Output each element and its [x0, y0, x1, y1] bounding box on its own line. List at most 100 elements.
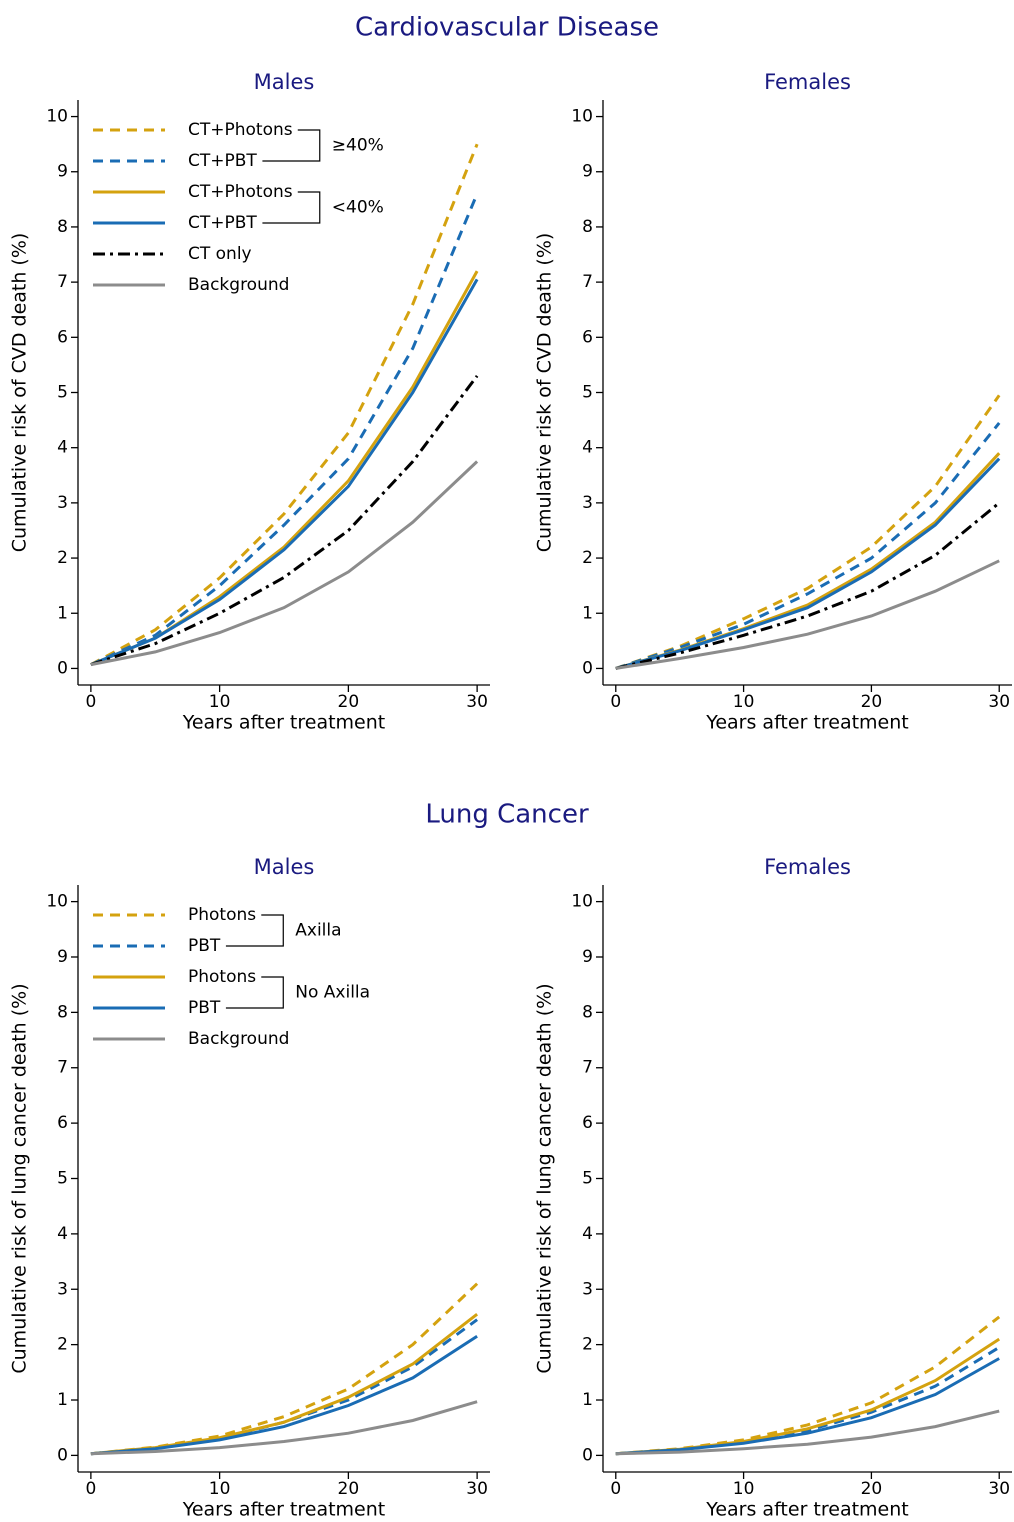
- x-tick-label: 0: [85, 1479, 96, 1499]
- series-line: [615, 1357, 1000, 1456]
- y-tick-label: 9: [582, 162, 593, 182]
- y-tick-label: 1: [582, 603, 593, 623]
- x-tick-label: 10: [733, 1479, 755, 1499]
- y-tick-label: 4: [57, 1224, 68, 1244]
- legend-label: PBT: [188, 936, 221, 956]
- x-axis-label: Years after treatment: [705, 712, 908, 734]
- x-tick-label: 10: [209, 692, 231, 712]
- y-tick-label: 7: [57, 272, 68, 292]
- y-tick-label: 8: [57, 1002, 68, 1022]
- section-title: Lung Cancer: [425, 800, 589, 830]
- y-tick-label: 10: [46, 892, 68, 912]
- series-line: [615, 457, 1001, 670]
- legend-bracket: [225, 914, 284, 947]
- x-tick-label: 20: [861, 692, 883, 712]
- y-tick-label: 10: [571, 107, 593, 127]
- series-line: [615, 501, 1001, 670]
- y-tick-label: 5: [582, 1169, 593, 1189]
- y-tick-label: 7: [57, 1058, 68, 1078]
- y-tick-label: 5: [582, 383, 593, 403]
- y-tick-label: 0: [582, 1445, 593, 1465]
- x-tick-label: 10: [209, 1479, 231, 1499]
- series-line: [615, 1337, 1001, 1456]
- series-line: [90, 1282, 479, 1456]
- y-tick-label: 3: [582, 493, 593, 513]
- y-tick-label: 3: [57, 1279, 68, 1299]
- y-tick-label: 0: [57, 1445, 68, 1465]
- y-axis-label: Cumulative risk of CVD death (%): [534, 233, 556, 553]
- y-tick-label: 8: [582, 217, 593, 237]
- y-tick-label: 5: [57, 1169, 68, 1189]
- y-tick-label: 2: [57, 548, 68, 568]
- subplot-title: Females: [764, 855, 851, 879]
- y-tick-label: 9: [57, 947, 68, 967]
- subplot-title: Females: [764, 70, 851, 94]
- y-tick-label: 9: [582, 947, 593, 967]
- series-line: [615, 559, 1000, 670]
- y-tick-label: 0: [57, 658, 68, 678]
- y-tick-label: 0: [582, 658, 593, 678]
- x-tick-label: 30: [466, 1479, 488, 1499]
- x-tick-label: 0: [610, 1479, 621, 1499]
- series-line: [90, 1318, 478, 1456]
- subplot-title: Males: [254, 855, 315, 879]
- legend-label: CT+PBT: [188, 213, 257, 233]
- x-tick-label: 10: [733, 692, 755, 712]
- legend-label: CT+Photons: [188, 182, 293, 202]
- legend-group-label: <40%: [332, 198, 384, 218]
- legend-group-label: ≥40%: [332, 136, 384, 156]
- y-tick-label: 3: [57, 493, 68, 513]
- y-tick-label: 8: [57, 217, 68, 237]
- y-tick-label: 7: [582, 1058, 593, 1078]
- y-axis-label: Cumulative risk of lung cancer death (%): [534, 983, 556, 1373]
- series-line: [90, 278, 479, 666]
- x-axis-label: Years after treatment: [182, 1499, 385, 1521]
- x-tick-label: 30: [466, 692, 488, 712]
- y-tick-label: 4: [57, 438, 68, 458]
- y-tick-label: 4: [582, 438, 593, 458]
- y-tick-label: 6: [582, 327, 593, 347]
- series-line: [90, 143, 479, 666]
- series-line: [90, 193, 479, 666]
- y-tick-label: 10: [46, 107, 68, 127]
- legend-label: CT+PBT: [188, 151, 257, 171]
- x-tick-label: 30: [988, 692, 1010, 712]
- legend-group-label: Axilla: [295, 921, 341, 941]
- y-tick-label: 5: [57, 383, 68, 403]
- legend-label: Background: [188, 1029, 289, 1049]
- legend-label: PBT: [188, 998, 221, 1018]
- y-tick-label: 2: [582, 548, 593, 568]
- x-axis-label: Years after treatment: [182, 712, 385, 734]
- x-tick-label: 30: [988, 1479, 1010, 1499]
- x-tick-label: 0: [85, 692, 96, 712]
- section-title: Cardiovascular Disease: [355, 13, 659, 43]
- series-line: [90, 460, 479, 667]
- y-axis-label: Cumulative risk of CVD death (%): [9, 233, 31, 553]
- x-tick-label: 0: [610, 692, 621, 712]
- series-line: [615, 1409, 1000, 1456]
- series-line: [90, 1313, 479, 1456]
- legend-bracket: [262, 129, 321, 162]
- y-tick-label: 1: [582, 1390, 593, 1410]
- x-tick-label: 20: [338, 1479, 360, 1499]
- y-tick-label: 2: [57, 1335, 68, 1355]
- y-tick-label: 10: [571, 892, 593, 912]
- x-tick-label: 20: [338, 692, 360, 712]
- y-tick-label: 9: [57, 162, 68, 182]
- series-line: [90, 1335, 478, 1456]
- legend-group-label: No Axilla: [295, 983, 370, 1003]
- legend-bracket: [262, 191, 321, 224]
- subplot-title: Males: [254, 70, 315, 94]
- series-line: [90, 374, 479, 667]
- y-tick-label: 4: [582, 1224, 593, 1244]
- legend-label: CT only: [188, 244, 252, 264]
- y-tick-label: 3: [582, 1279, 593, 1299]
- legend-label: CT+Photons: [188, 120, 293, 140]
- series-line: [615, 394, 1001, 670]
- series-line: [90, 1400, 478, 1456]
- x-axis-label: Years after treatment: [705, 1499, 908, 1521]
- series-line: [615, 1346, 1000, 1456]
- legend-label: Photons: [188, 967, 256, 987]
- y-tick-label: 6: [582, 1113, 593, 1133]
- y-tick-label: 2: [582, 1335, 593, 1355]
